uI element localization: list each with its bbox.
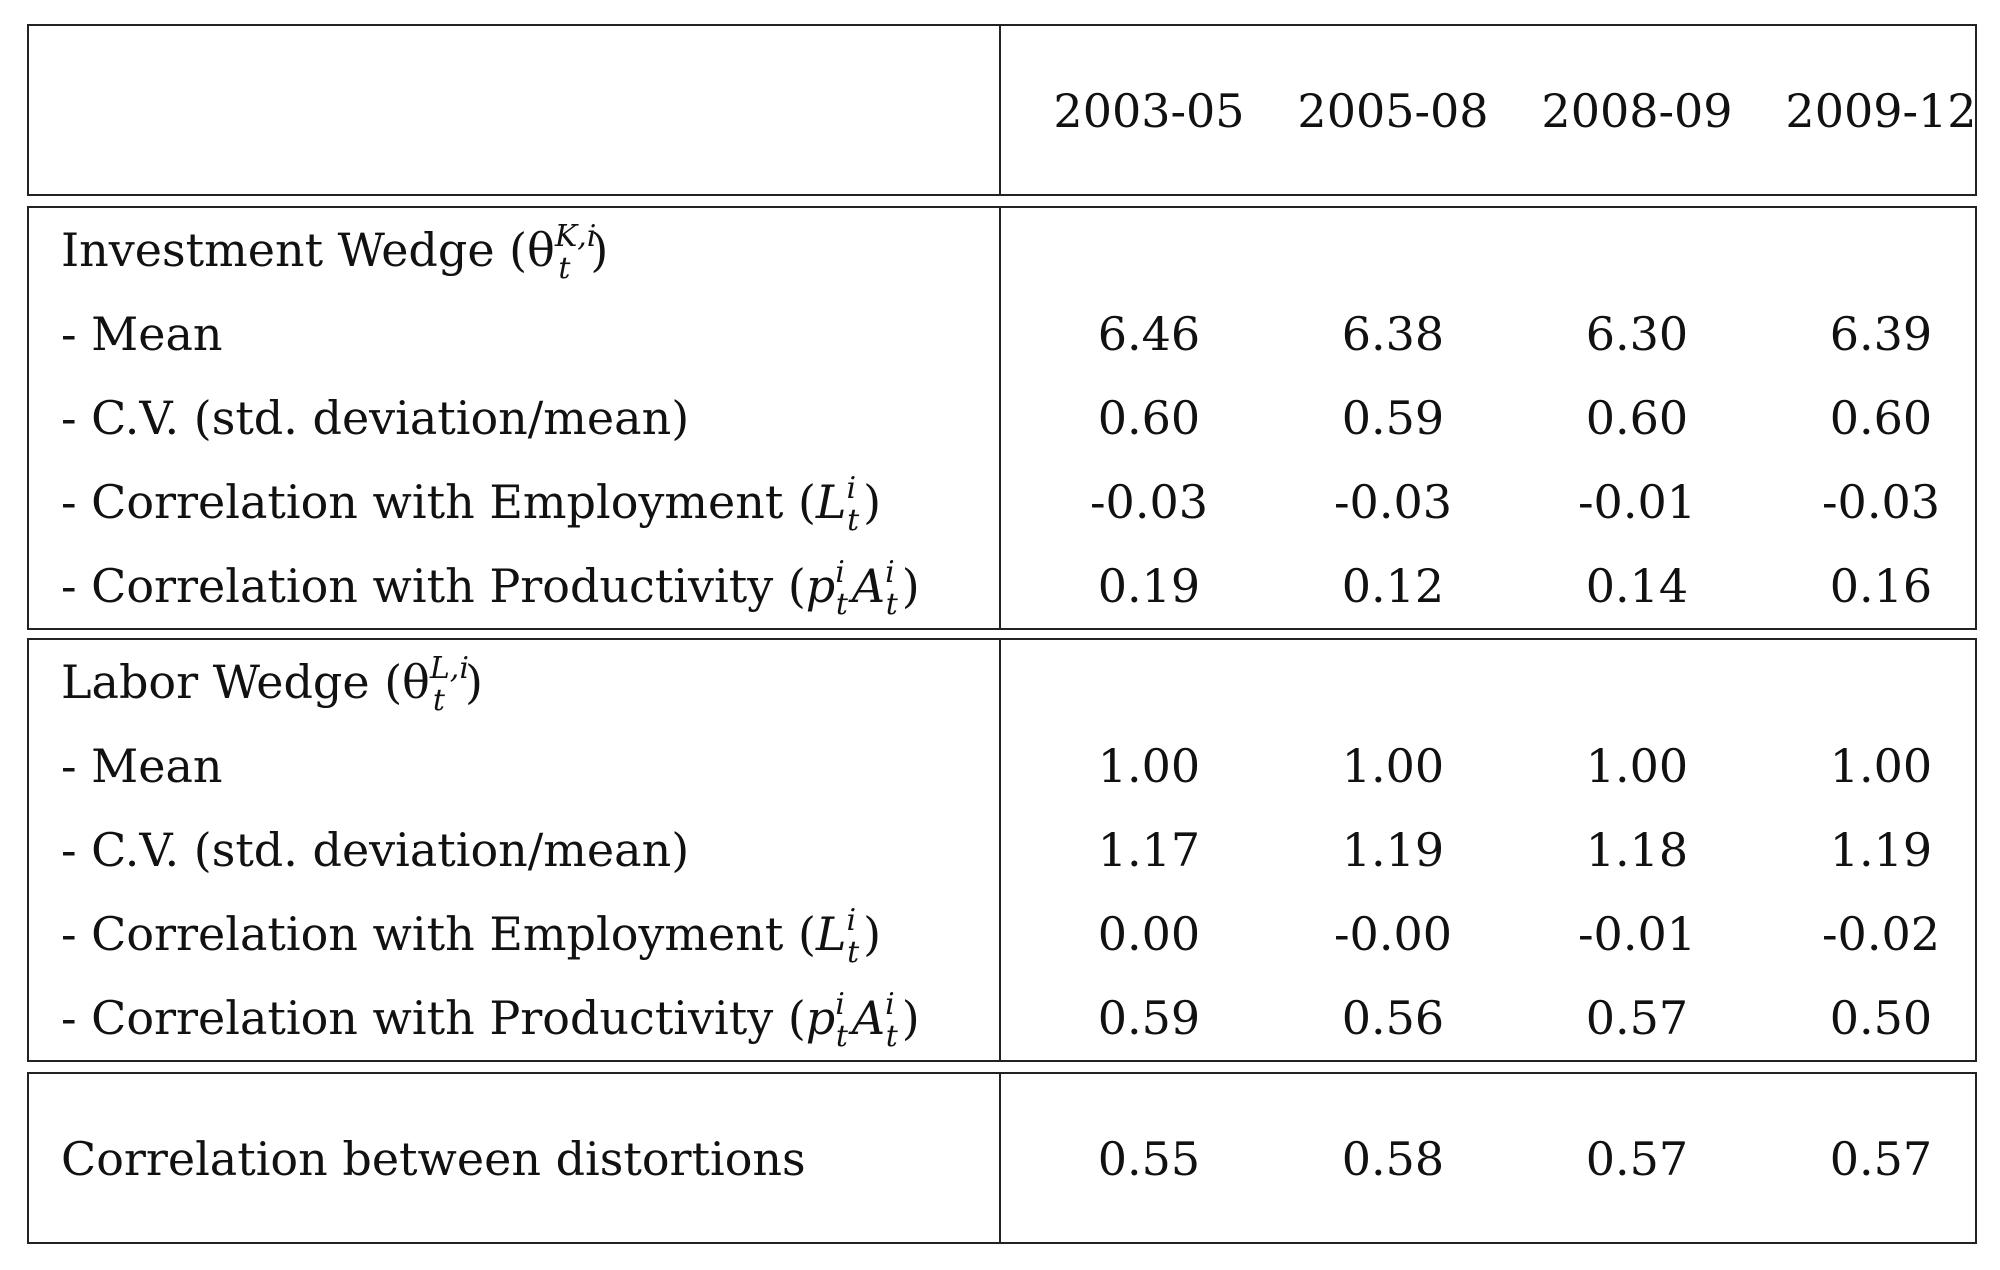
row-label: Correlation between distortions [61,1132,806,1186]
table-row: - Mean 1.00 1.00 1.00 1.00 [29,724,1975,808]
table-cell: 0.12 [1341,559,1445,613]
table-cell: 1.18 [1585,823,1689,877]
row-label: - Correlation with Productivity (pitAit) [61,555,920,622]
column-header: 2009-12 [1785,84,1977,138]
table-cell: 6.30 [1585,307,1689,361]
table-cell: 0.19 [1097,559,1201,613]
table-cell: 1.17 [1097,823,1201,877]
table-cell: 1.00 [1097,739,1201,793]
table-cell: 0.16 [1829,559,1933,613]
table-row: - Correlation with Employment (Lit) -0.0… [29,460,1975,544]
table-cell: 0.60 [1829,391,1933,445]
table-cell: -0.01 [1578,475,1696,529]
table-cell: 0.50 [1829,991,1933,1045]
labor-wedge-section: Labor Wedge (θL,it) - Mean 1.00 1.00 1.0… [27,638,1977,1062]
table-cell: 6.38 [1341,307,1445,361]
header-row: 2003-05 2005-08 2008-09 2009-12 [29,69,1976,153]
table-cell: 1.00 [1341,739,1445,793]
table-row: - Correlation with Productivity (pitAit)… [29,544,1975,628]
table-row: - C.V. (std. deviation/mean) 1.17 1.19 1… [29,808,1975,892]
table-cell: -0.00 [1334,907,1452,961]
column-divider [999,26,1001,194]
table-cell: 1.00 [1585,739,1689,793]
table-cell: 6.39 [1829,307,1933,361]
row-label: - Mean [61,739,223,793]
section-title: Labor Wedge (θL,it) [61,651,483,718]
table-cell: -0.03 [1822,475,1940,529]
table-cell: 0.57 [1585,991,1689,1045]
table-cell: -0.03 [1334,475,1452,529]
column-divider [999,208,1001,628]
section-title-row: Labor Wedge (θL,it) [29,640,1975,724]
table-cell: 0.14 [1585,559,1689,613]
row-label: - Correlation with Employment (Lit) [61,471,882,538]
column-header: 2003-05 [1053,84,1245,138]
table-row: Correlation between distortions 0.55 0.5… [29,1117,1975,1201]
investment-wedge-section: Investment Wedge (θK,it) - Mean 6.46 6.3… [27,206,1977,630]
table-row: - Correlation with Employment (Lit) 0.00… [29,892,1975,976]
section-title-row: Investment Wedge (θK,it) [29,208,1975,292]
table-cell: 0.59 [1097,991,1201,1045]
section-title: Investment Wedge (θK,it) [61,219,609,286]
table-row: - Correlation with Productivity (pitAit)… [29,976,1975,1060]
row-label: - Mean [61,307,223,361]
column-header: 2008-09 [1541,84,1733,138]
row-label: - C.V. (std. deviation/mean) [61,391,690,445]
table-cell: -0.02 [1822,907,1940,961]
table-cell: 0.60 [1097,391,1201,445]
column-divider [999,1074,1001,1242]
table-cell: 6.46 [1097,307,1201,361]
table-cell: 0.00 [1097,907,1201,961]
table-row: - C.V. (std. deviation/mean) 0.60 0.59 0… [29,376,1975,460]
table-cell: 1.19 [1341,823,1445,877]
table-cell: 0.59 [1341,391,1445,445]
table-cell: 0.55 [1097,1132,1201,1186]
table-cell: 0.60 [1585,391,1689,445]
table-cell: 0.57 [1829,1132,1933,1186]
row-label: - Correlation with Employment (Lit) [61,903,882,970]
table-cell: 0.58 [1341,1132,1445,1186]
row-label: - Correlation with Productivity (pitAit) [61,987,920,1054]
distortion-correlation-section: Correlation between distortions 0.55 0.5… [27,1072,1977,1244]
table-cell: 1.19 [1829,823,1933,877]
column-divider [999,640,1001,1060]
row-label: - C.V. (std. deviation/mean) [61,823,690,877]
column-header: 2005-08 [1297,84,1489,138]
table-header: 2003-05 2005-08 2008-09 2009-12 [27,24,1977,196]
table-row: - Mean 6.46 6.38 6.30 6.39 [29,292,1975,376]
table-cell: 0.57 [1585,1132,1689,1186]
table-cell: -0.01 [1578,907,1696,961]
table-cell: -0.03 [1090,475,1208,529]
table-cell: 1.00 [1829,739,1933,793]
table-cell: 0.56 [1341,991,1445,1045]
